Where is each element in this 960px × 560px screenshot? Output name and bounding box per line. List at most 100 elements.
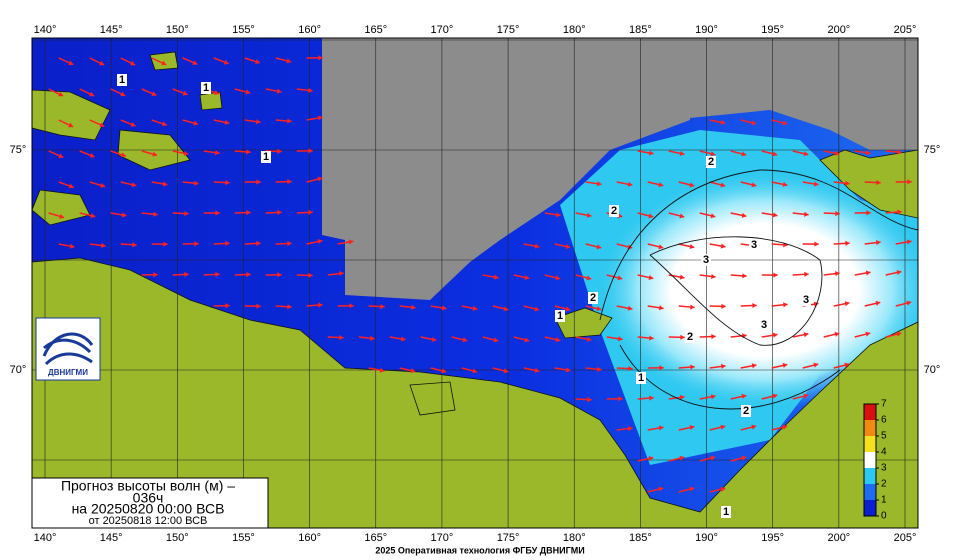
arrow-head — [689, 182, 695, 188]
arrow-head — [379, 367, 385, 373]
wind-arrow — [327, 334, 344, 341]
arrow-head — [804, 211, 809, 217]
arrow-head — [803, 151, 809, 157]
arrow-head — [246, 271, 251, 278]
wind-arrow — [234, 88, 251, 95]
arrow-head — [534, 367, 540, 373]
wind-arrow — [709, 486, 726, 493]
wind-arrow — [327, 271, 344, 277]
arrow-head — [844, 301, 850, 307]
arrow-head — [649, 335, 654, 341]
arrow-head — [194, 180, 199, 186]
wind-arrow — [823, 271, 840, 277]
longitude-label: 205° — [894, 532, 917, 544]
colorbar-segment — [864, 404, 876, 420]
wind-arrow — [523, 243, 540, 249]
arrow-head — [317, 115, 323, 121]
graticule — [32, 38, 918, 528]
arrow-head — [835, 271, 840, 277]
wind-arrow — [575, 212, 592, 218]
wind-arrow — [833, 301, 850, 307]
arrow-head — [524, 337, 530, 343]
arrow-head — [782, 424, 788, 430]
arrow-head — [866, 210, 871, 216]
wind-arrow — [275, 57, 292, 64]
arrow-head — [720, 424, 726, 430]
arrow-head — [658, 486, 664, 492]
wind-arrow — [492, 367, 509, 374]
arrow-head — [659, 365, 664, 371]
colorbar-segment — [864, 484, 876, 500]
arrow-head — [628, 365, 633, 372]
arrow-head — [130, 60, 136, 66]
longitude-label: 150° — [166, 532, 189, 544]
contour-label: 3 — [751, 239, 757, 251]
longitude-label: 200° — [827, 532, 850, 544]
arrow-head — [720, 119, 726, 125]
wind-arrow — [699, 212, 716, 219]
wind-arrow — [616, 181, 633, 187]
wind-arrow — [48, 88, 64, 97]
arrow-head — [245, 89, 251, 95]
longitude-label: 140° — [34, 24, 57, 36]
wind-arrow — [709, 363, 726, 369]
arrow-head — [89, 152, 95, 158]
wind-arrow — [58, 119, 74, 128]
wind-arrow — [771, 362, 788, 369]
arrow-head — [772, 332, 778, 338]
arrow-head — [845, 240, 850, 246]
wind-arrow — [802, 362, 819, 369]
arrow-head — [618, 396, 623, 402]
arrow-head — [287, 179, 292, 185]
colorbar-segment — [864, 420, 876, 436]
contour-label: 3 — [803, 294, 809, 306]
map-frame — [31, 37, 919, 529]
contours — [599, 169, 918, 410]
arrow-head — [782, 181, 788, 187]
arrow-head — [897, 149, 902, 155]
wind-arrow — [771, 302, 788, 308]
wind-arrow — [120, 119, 136, 127]
arrow-head — [131, 182, 137, 188]
longitude-label: 155° — [232, 532, 255, 544]
arrow-head — [100, 182, 106, 188]
arrow-head — [441, 368, 447, 374]
wind-arrow — [885, 209, 902, 215]
contour-label-box — [201, 82, 211, 94]
arrow-head — [555, 212, 561, 218]
wind-arrow — [141, 150, 158, 157]
colorbar-frame — [863, 403, 877, 517]
arrow-head — [586, 275, 592, 281]
arrow-head — [896, 331, 902, 337]
wind-arrow — [637, 212, 654, 219]
wind-arrow — [771, 424, 788, 431]
logo-waves — [42, 332, 94, 366]
wind-arrow — [740, 181, 757, 188]
wind-arrow — [172, 210, 189, 217]
wind-arrow — [709, 119, 726, 125]
longitude-label: 185° — [629, 532, 652, 544]
arrow-head — [648, 150, 654, 156]
contour-label: 2 — [611, 205, 617, 217]
arrow-head — [679, 394, 685, 400]
longitude-label: 190° — [695, 24, 718, 36]
contour-label-box — [588, 292, 598, 304]
wind-arrow — [110, 88, 126, 97]
arrow-head — [308, 272, 313, 278]
colorbar-tick-label: 5 — [881, 431, 887, 442]
arrow-head — [214, 90, 219, 96]
wind-arrow — [647, 181, 664, 188]
wind-arrow — [823, 150, 840, 156]
contour-label: 1 — [119, 74, 125, 86]
arrow-head — [814, 241, 819, 247]
wind-arrow — [389, 336, 406, 342]
logo: ДВНИГМИ — [35, 317, 101, 381]
arrow-head — [441, 305, 447, 311]
arrow-head — [225, 240, 230, 247]
wind-arrow — [647, 486, 664, 493]
arrow-head — [534, 306, 540, 312]
contour-label: 1 — [638, 372, 644, 384]
wind-arrow — [730, 393, 747, 400]
longitude-label: 195° — [761, 24, 784, 36]
arrow-head — [710, 455, 716, 461]
